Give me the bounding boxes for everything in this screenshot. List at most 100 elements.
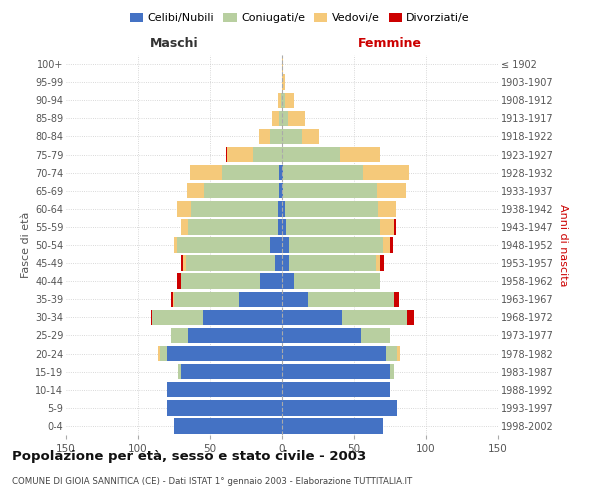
Bar [173, 292, 174, 307]
Bar [282, 238, 289, 252]
Bar [283, 165, 362, 180]
Bar [282, 56, 283, 72]
Bar [343, 310, 407, 325]
Bar [174, 418, 282, 434]
Bar [308, 292, 394, 307]
Bar [390, 364, 394, 380]
Bar [394, 292, 398, 307]
Bar [221, 165, 279, 180]
Bar [278, 201, 282, 216]
Y-axis label: Anni di nascita: Anni di nascita [557, 204, 568, 286]
Bar [278, 92, 281, 108]
Bar [289, 238, 383, 252]
Bar [282, 328, 361, 343]
Bar [362, 165, 409, 180]
Bar [282, 92, 285, 108]
Bar [275, 256, 282, 271]
Bar [282, 400, 397, 415]
Bar [285, 201, 379, 216]
Bar [181, 364, 282, 380]
Bar [279, 165, 282, 180]
Bar [377, 183, 406, 198]
Bar [203, 310, 282, 325]
Bar [177, 201, 191, 216]
Bar [279, 110, 282, 126]
Bar [239, 292, 282, 307]
Bar [260, 274, 282, 289]
Bar [227, 147, 253, 162]
Bar [376, 256, 380, 271]
Bar [288, 110, 305, 126]
Bar [226, 147, 227, 162]
Bar [282, 418, 383, 434]
Bar [390, 238, 393, 252]
Text: Popolazione per età, sesso e stato civile - 2003: Popolazione per età, sesso e stato civil… [12, 450, 366, 463]
Bar [340, 147, 380, 162]
Bar [160, 346, 167, 362]
Bar [289, 256, 376, 271]
Bar [152, 310, 203, 325]
Text: Femmine: Femmine [358, 36, 422, 50]
Bar [282, 128, 302, 144]
Bar [282, 74, 285, 90]
Bar [282, 219, 286, 234]
Bar [279, 183, 282, 198]
Bar [171, 292, 173, 307]
Bar [282, 110, 288, 126]
Bar [283, 183, 377, 198]
Bar [379, 201, 396, 216]
Bar [380, 256, 384, 271]
Text: COMUNE DI GIOIA SANNITICA (CE) - Dati ISTAT 1° gennaio 2003 - Elaborazione TUTTI: COMUNE DI GIOIA SANNITICA (CE) - Dati IS… [12, 478, 412, 486]
Bar [282, 346, 386, 362]
Bar [282, 364, 390, 380]
Bar [278, 219, 282, 234]
Bar [167, 346, 282, 362]
Bar [282, 310, 343, 325]
Bar [181, 274, 260, 289]
Bar [190, 165, 221, 180]
Bar [191, 201, 278, 216]
Bar [397, 346, 400, 362]
Y-axis label: Fasce di età: Fasce di età [20, 212, 31, 278]
Bar [178, 364, 181, 380]
Bar [187, 183, 204, 198]
Bar [383, 238, 390, 252]
Bar [407, 310, 415, 325]
Bar [181, 256, 182, 271]
Bar [271, 128, 282, 144]
Bar [285, 92, 293, 108]
Bar [204, 183, 279, 198]
Bar [380, 219, 394, 234]
Bar [302, 128, 319, 144]
Bar [272, 110, 279, 126]
Bar [174, 292, 239, 307]
Bar [181, 219, 188, 234]
Bar [171, 328, 188, 343]
Bar [281, 92, 282, 108]
Bar [167, 382, 282, 398]
Bar [253, 147, 282, 162]
Bar [174, 238, 177, 252]
Bar [282, 274, 293, 289]
Legend: Celibi/Nubili, Coniugati/e, Vedovi/e, Divorziati/e: Celibi/Nubili, Coniugati/e, Vedovi/e, Di… [125, 8, 475, 28]
Bar [286, 219, 380, 234]
Bar [282, 256, 289, 271]
Bar [282, 147, 340, 162]
Bar [188, 219, 278, 234]
Bar [293, 274, 380, 289]
Bar [282, 201, 285, 216]
Bar [177, 238, 271, 252]
Bar [271, 238, 282, 252]
Bar [259, 128, 271, 144]
Bar [282, 165, 283, 180]
Bar [394, 219, 396, 234]
Bar [167, 400, 282, 415]
Bar [185, 256, 275, 271]
Bar [282, 382, 390, 398]
Bar [182, 256, 185, 271]
Bar [177, 274, 181, 289]
Bar [386, 346, 397, 362]
Bar [151, 310, 152, 325]
Bar [282, 292, 308, 307]
Text: Maschi: Maschi [149, 36, 199, 50]
